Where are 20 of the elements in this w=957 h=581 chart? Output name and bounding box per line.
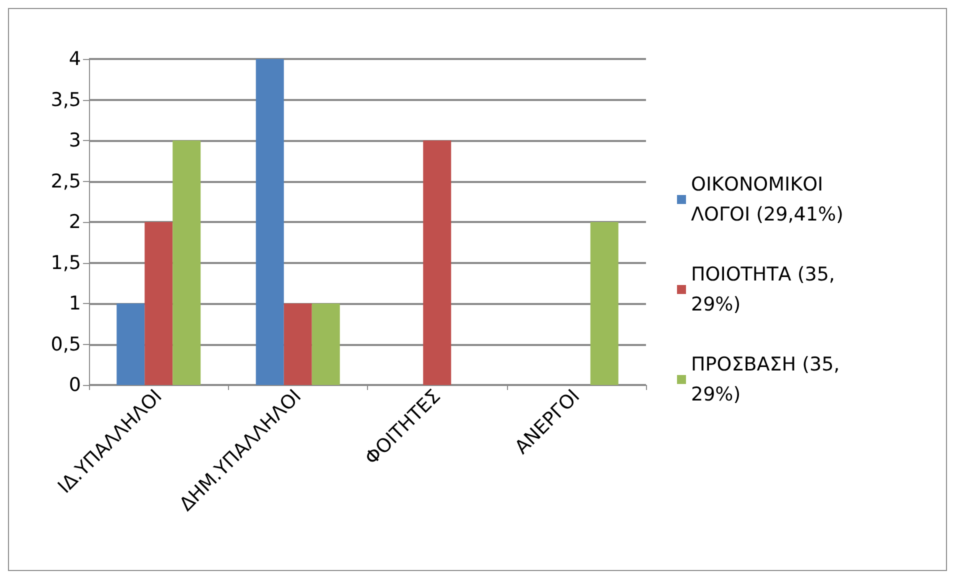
y-tick-label: 0,5 (50, 333, 81, 356)
y-tick-label: 3 (68, 130, 81, 152)
y-tick-label: 4 (68, 48, 81, 70)
bar (423, 140, 452, 385)
bar (256, 59, 284, 385)
bar (590, 222, 618, 385)
bar (144, 222, 173, 385)
legend-label: ΠΟΙΟΤΗΤΑ (35,29%) (691, 264, 835, 316)
bar (312, 304, 340, 385)
bar (284, 304, 312, 385)
y-tick-label: 2 (68, 211, 81, 233)
bar (172, 140, 201, 385)
bar (116, 304, 145, 385)
y-tick-label: 1 (68, 292, 81, 314)
y-tick-label: 3,5 (50, 88, 81, 111)
y-tick-label: 0 (68, 374, 81, 396)
legend-label: ΠΡΟΣΒΑΣΗ (35,29%) (691, 354, 840, 406)
y-tick-label: 2,5 (50, 170, 81, 192)
y-tick-label: 1,5 (50, 252, 81, 274)
legend-label: ΟΙΚΟΝΟΜΙΚΟΙ ΛΟΓΟΙ (29,41%) (691, 174, 844, 226)
